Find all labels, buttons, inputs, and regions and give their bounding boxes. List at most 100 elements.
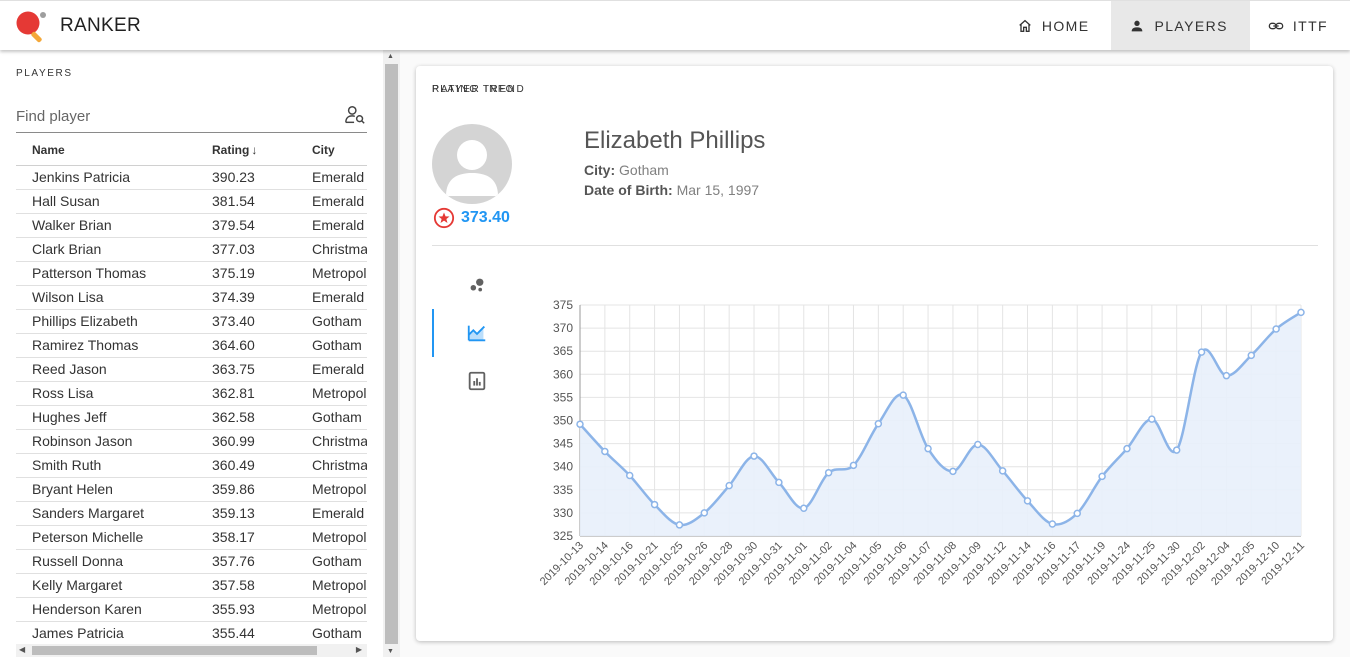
- cell-city: Metropol: [296, 477, 367, 502]
- horizontal-scrollbar[interactable]: ◀ ▶: [16, 644, 367, 657]
- cell-city: Gotham: [296, 621, 367, 645]
- column-header-name[interactable]: Name: [16, 135, 196, 166]
- table-row[interactable]: James Patricia 355.44 Gotham: [16, 621, 367, 645]
- cell-name: Patterson Thomas: [16, 261, 196, 286]
- cell-rating: 359.13: [196, 501, 296, 526]
- sort-down-icon: ↓: [251, 142, 258, 157]
- cell-rating: 363.75: [196, 357, 296, 382]
- data-point: [1172, 446, 1181, 454]
- cell-name: Hall Susan: [16, 189, 196, 214]
- home-icon: [1019, 19, 1031, 32]
- table-row[interactable]: Reed Jason 363.75 Emerald: [16, 357, 367, 382]
- cell-name: Wilson Lisa: [16, 285, 196, 310]
- avatar: [432, 124, 512, 204]
- divider: [432, 245, 1318, 246]
- data-point: [576, 420, 584, 428]
- cell-rating: 373.40: [196, 309, 296, 334]
- column-header-city[interactable]: City: [296, 135, 367, 166]
- y-tick-label: 365: [553, 344, 573, 358]
- table-row[interactable]: Ramirez Thomas 364.60 Gotham: [16, 333, 367, 358]
- cell-rating: 381.54: [196, 189, 296, 214]
- table-row[interactable]: Hall Susan 381.54 Emerald: [16, 189, 367, 214]
- data-point: [1148, 415, 1156, 423]
- app-bar: RANKER HOME PLAYERS ITTF: [0, 0, 1350, 50]
- table-row[interactable]: Ross Lisa 362.81 Metropol: [16, 381, 367, 406]
- scroll-down-icon[interactable]: ▼: [387, 648, 394, 655]
- scroll-up-icon[interactable]: ▲: [387, 53, 394, 60]
- tab-report[interactable]: [432, 357, 522, 405]
- table-row[interactable]: Sanders Margaret 359.13 Emerald: [16, 501, 367, 526]
- cell-rating: 355.44: [196, 621, 296, 645]
- table-row[interactable]: Smith Ruth 360.49 Christma: [16, 453, 367, 478]
- cell-city: Emerald: [296, 357, 367, 382]
- nav-home[interactable]: HOME: [999, 1, 1112, 50]
- data-point: [874, 419, 883, 428]
- column-header-rating[interactable]: Rating ↓: [196, 135, 296, 166]
- nav-ittf[interactable]: ITTF: [1250, 1, 1350, 50]
- data-point: [998, 467, 1007, 475]
- main-nav: HOME PLAYERS ITTF: [999, 1, 1350, 50]
- cell-name: Kelly Margaret: [16, 573, 196, 598]
- cell-rating: 379.54: [196, 213, 296, 238]
- app-title[interactable]: RANKER: [60, 15, 141, 36]
- data-point: [924, 444, 932, 453]
- table-row[interactable]: Robinson Jason 360.99 Christma: [16, 429, 367, 454]
- table-row[interactable]: Kelly Margaret 357.58 Metropol: [16, 573, 367, 598]
- table-row[interactable]: Henderson Karen 355.93 Metropol: [16, 597, 367, 622]
- scroll-right-icon[interactable]: ▶: [355, 645, 362, 654]
- data-point: [700, 509, 709, 517]
- player-rating: 373.40: [461, 209, 510, 226]
- nav-home-label: HOME: [1041, 17, 1090, 34]
- ping-pong-paddle-icon[interactable]: [14, 9, 48, 43]
- table-row[interactable]: Clark Brian 377.03 Christma: [16, 237, 367, 262]
- nav-players[interactable]: PLAYERS: [1111, 1, 1250, 50]
- player-city: City: Gotham: [584, 162, 669, 178]
- cell-rating: 359.86: [196, 477, 296, 502]
- nav-players-label: PLAYERS: [1154, 17, 1228, 34]
- tab-bubble-chart[interactable]: [432, 261, 522, 309]
- vertical-scrollbar[interactable]: ▲ ▼: [383, 50, 400, 657]
- tab-line-chart[interactable]: [432, 309, 522, 357]
- y-tick-label: 360: [553, 367, 573, 381]
- cell-city: Metropol: [296, 525, 367, 550]
- player-name: Elizabeth Phillips: [584, 127, 766, 154]
- cell-name: Hughes Jeff: [16, 405, 196, 430]
- table-row[interactable]: Patterson Thomas 375.19 Metropol: [16, 261, 367, 286]
- search-box: [16, 102, 367, 133]
- rating-badge: 373.40: [433, 207, 510, 229]
- table-row[interactable]: Walker Brian 379.54 Emerald: [16, 213, 367, 238]
- avatar-placeholder-icon: [446, 140, 498, 196]
- cell-name: Peterson Michelle: [16, 525, 196, 550]
- vertical-scrollbar-thumb[interactable]: [385, 64, 398, 644]
- cell-city: Gotham: [296, 309, 367, 334]
- cell-name: Sanders Margaret: [16, 501, 196, 526]
- cell-name: Robinson Jason: [16, 429, 196, 454]
- table-row[interactable]: Hughes Jeff 362.58 Gotham: [16, 405, 367, 430]
- table-row[interactable]: Jenkins Patricia 390.23 Emerald: [16, 165, 367, 190]
- y-tick-label: 345: [553, 437, 573, 451]
- players-table-body: Jenkins Patricia 390.23 Emerald Hall Susan 3…: [16, 165, 367, 645]
- search-input[interactable]: [16, 102, 326, 130]
- rating-trend-chart: 3253303353403453503553603653703752019-10…: [538, 298, 1307, 588]
- player-dob: Date of Birth: Mar 15, 1997: [584, 182, 759, 198]
- cell-rating: 358.17: [196, 525, 296, 550]
- cell-city: Emerald: [296, 165, 367, 190]
- scroll-left-icon[interactable]: ◀: [19, 645, 26, 654]
- horizontal-scrollbar-thumb[interactable]: [32, 646, 317, 655]
- players-table-wrapper: Name Rating ↓ City Jenkins Patricia 390.23…: [16, 135, 367, 645]
- cell-city: Gotham: [296, 333, 367, 358]
- cell-rating: 357.58: [196, 573, 296, 598]
- cell-name: Bryant Helen: [16, 477, 196, 502]
- cell-city: Metropol: [296, 261, 367, 286]
- data-point: [675, 521, 684, 529]
- data-point: [1098, 472, 1106, 481]
- y-tick-label: 330: [553, 506, 573, 520]
- data-point: [725, 481, 733, 490]
- table-row[interactable]: Phillips Elizabeth 373.40 Gotham: [16, 309, 367, 334]
- table-row[interactable]: Russell Donna 357.76 Gotham: [16, 549, 367, 574]
- person-search-icon[interactable]: [344, 104, 366, 126]
- cell-rating: 360.99: [196, 429, 296, 454]
- table-row[interactable]: Wilson Lisa 374.39 Emerald: [16, 285, 367, 310]
- table-row[interactable]: Bryant Helen 359.86 Metropol: [16, 477, 367, 502]
- table-row[interactable]: Peterson Michelle 358.17 Metropol: [16, 525, 367, 550]
